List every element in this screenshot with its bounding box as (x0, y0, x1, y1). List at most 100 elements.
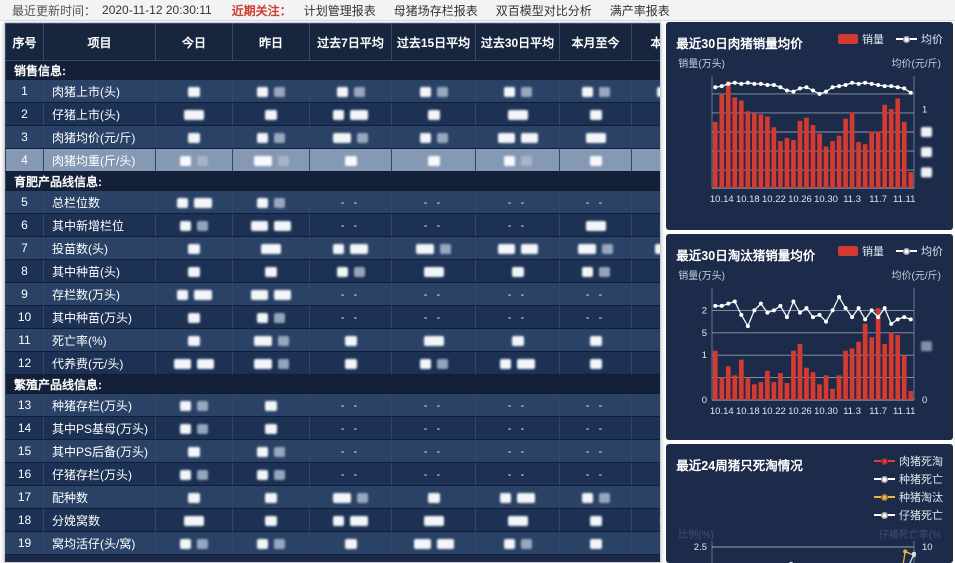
chart-title: 最近30日淘汰猪销量均价 (676, 249, 816, 263)
line-dot-icon (874, 457, 895, 465)
value-cell (475, 259, 560, 283)
no-data-dashes: - - (423, 400, 444, 412)
table-row[interactable]: 11 死亡率(%) (5, 328, 661, 352)
redacted-value (336, 266, 348, 277)
redacted-value (261, 243, 281, 254)
redacted-value (350, 243, 368, 254)
legend-item[interactable]: 均价 (896, 243, 943, 259)
legend-item[interactable]: 肉猪死淘 (874, 453, 943, 469)
row-label: 仔猪上市(头) (43, 102, 156, 126)
redacted-value (511, 335, 524, 346)
redacted-value (350, 515, 368, 526)
redacted-value (353, 266, 365, 277)
svg-text:10: 10 (922, 542, 933, 553)
line-dot-icon (874, 475, 895, 483)
value-cell: - - (559, 190, 632, 214)
value-cell (475, 79, 560, 103)
report-links: 计划管理报表 母猪场存栏报表 双百模型对比分析 满产率报表 (304, 2, 670, 19)
redacted-value (197, 469, 208, 480)
report-table: 序号项目今日昨日过去7日平均过去15日平均过去30日平均本月至今本年累计 销售信… (5, 23, 661, 555)
table-row[interactable]: 1 肉猪上市(头) (5, 79, 661, 103)
legend-item[interactable]: 种猪淘汰 (874, 489, 943, 505)
row-number: 3 (5, 125, 44, 149)
legend-item[interactable]: 种猪死亡 (874, 471, 943, 487)
table-row[interactable]: 7 投苗数(头) (5, 236, 661, 260)
value-cell (631, 125, 661, 149)
redacted-value (197, 538, 208, 549)
redacted-value (180, 220, 191, 231)
col-header: 今日 (155, 23, 233, 61)
value-cell: - - (559, 439, 632, 463)
report-link-4[interactable]: 满产率报表 (609, 3, 670, 18)
value-cell: - - (631, 282, 661, 306)
row-label: 其中PS后备(万头) (43, 439, 156, 463)
value-cell (155, 393, 233, 417)
row-label: 其中种苗(头) (43, 259, 156, 283)
table-row[interactable]: 17 配种数 (5, 485, 661, 509)
redacted-value (188, 312, 200, 323)
report-link-3[interactable]: 双百模型对比分析 (495, 3, 592, 18)
redacted-value (180, 423, 191, 434)
value-cell (631, 148, 661, 172)
table-row[interactable]: 8 其中种苗(头) (5, 259, 661, 283)
row-number: 16 (5, 462, 44, 486)
table-row[interactable]: 19 窝均活仔(头/窝) (5, 531, 661, 555)
value-cell (559, 508, 632, 532)
table-row[interactable]: 12 代养费(元/头) (5, 351, 661, 375)
value-cell: - - (631, 439, 661, 463)
redacted-value (589, 538, 602, 549)
legend-item[interactable]: 销量 (838, 243, 884, 259)
legend-item[interactable]: 销量 (838, 31, 884, 47)
value-cell (391, 531, 476, 555)
redacted-value (265, 492, 277, 503)
value-cell (155, 508, 233, 532)
redacted-value (344, 335, 357, 346)
value-cell (155, 259, 233, 283)
line-dot-icon (896, 247, 917, 255)
redacted-tick (921, 341, 933, 352)
row-label: 其中PS基母(万头) (43, 416, 156, 440)
value-cell (475, 531, 560, 555)
col-header: 项目 (43, 23, 156, 61)
redacted-value (507, 109, 528, 120)
report-link-1[interactable]: 计划管理报表 (303, 3, 376, 18)
table-row[interactable]: 4 肉猪均重(斤/头) (5, 148, 661, 172)
table-row[interactable]: 18 分娩窝数 (5, 508, 661, 532)
no-data-dashes: - - (423, 469, 444, 481)
legend-label: 仔猪死亡 (899, 510, 943, 522)
svg-text:10.30: 10.30 (814, 194, 838, 205)
table-row[interactable]: 6 其中新增栏位 - - - - - - (5, 213, 661, 237)
table-row[interactable]: 2 仔猪上市(头) (5, 102, 661, 126)
value-cell: - - (631, 416, 661, 440)
report-link-2[interactable]: 母猪场存栏报表 (393, 3, 478, 18)
svg-text:10.26: 10.26 (788, 194, 812, 205)
value-cell (559, 236, 632, 260)
row-label: 其中种苗(万头) (43, 305, 156, 329)
redacted-value (188, 446, 200, 457)
table-row[interactable]: 3 肉猪均价(元/斤) (5, 125, 661, 149)
value-cell (232, 79, 310, 103)
value-cell: - - (309, 213, 392, 237)
legend-item[interactable]: 仔猪死亡 (874, 507, 943, 523)
no-data-dashes: - - (423, 312, 444, 324)
legend-item[interactable]: 均价 (896, 31, 943, 47)
section-row: 销售信息: (5, 60, 661, 80)
svg-text:10.30: 10.30 (814, 406, 838, 417)
row-label: 死亡率(%) (43, 328, 156, 352)
row-number: 19 (5, 531, 44, 555)
no-data-dashes: - - (423, 220, 444, 232)
value-cell: - - (391, 439, 476, 463)
redacted-value (497, 132, 515, 143)
redacted-value (423, 515, 444, 526)
no-data-dashes: - - (507, 469, 528, 481)
value-cell: - - (391, 282, 476, 306)
value-cell (559, 148, 632, 172)
